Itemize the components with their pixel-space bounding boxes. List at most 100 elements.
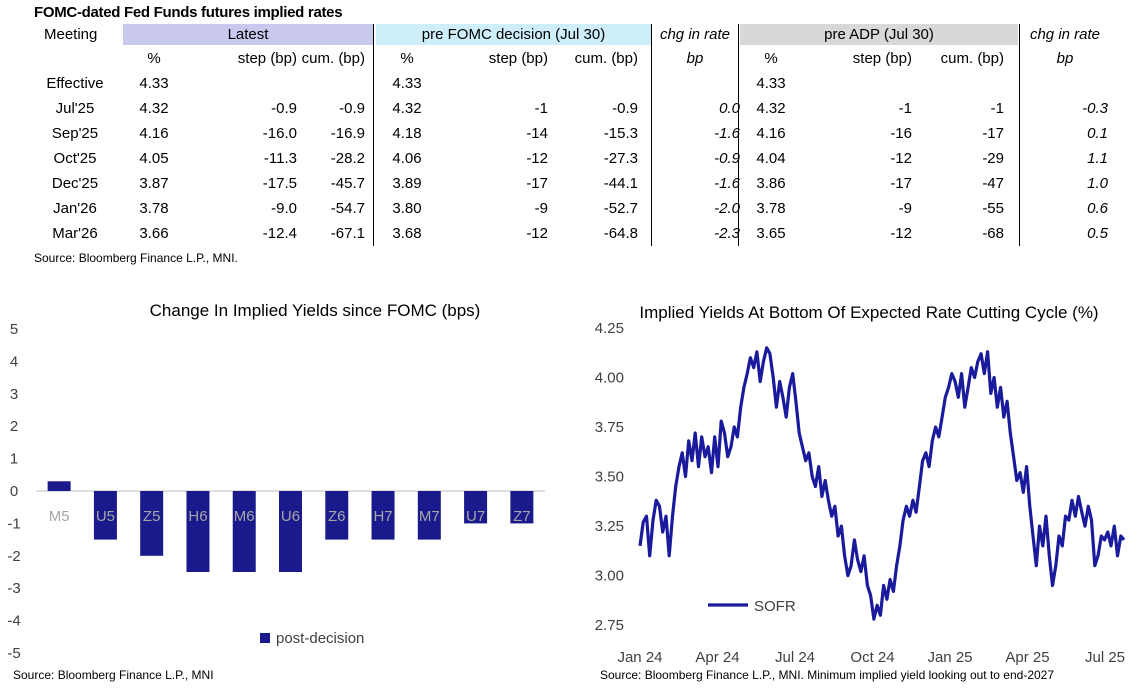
sub-header: bp	[1056, 50, 1074, 67]
y-tick-label: 3.25	[595, 518, 624, 535]
table-cell: 4.32	[139, 100, 169, 117]
table-cell: 3.86	[756, 175, 786, 192]
table-cell: -44.1	[603, 175, 638, 192]
x-tick-label: Jul 25	[1085, 649, 1125, 666]
table-cell	[438, 73, 548, 95]
rates-table: Meeting Latest pre FOMC decision (Jul 30…	[34, 24, 1110, 246]
table-cell: 0.5	[1087, 225, 1108, 242]
table-title: FOMC-dated Fed Funds futures implied rat…	[34, 4, 343, 21]
latest-header: Latest	[227, 26, 269, 43]
y-tick-label: -3	[7, 580, 20, 597]
y-tick-label: -5	[7, 645, 20, 662]
pre-adp-header-band	[740, 24, 1018, 45]
sub-header: %	[764, 50, 778, 67]
table-cell: 1.1	[1087, 150, 1108, 167]
table-cell: -16.9	[330, 125, 365, 142]
table-cell: -12	[890, 225, 912, 242]
x-category-label: H7	[373, 508, 392, 525]
table-cell: -12	[890, 150, 912, 167]
bar-chart-source-note: Source: Bloomberg Finance L.P., MNI	[13, 668, 214, 682]
chg-in-rate-header: chg in rate	[659, 26, 731, 43]
table-cell: -14	[526, 125, 548, 142]
table-cell: 4.32	[756, 100, 786, 117]
table-cell: 3.66	[139, 225, 169, 242]
legend-swatch-post-decision	[260, 633, 270, 643]
table-cell: 3.78	[756, 200, 786, 217]
table-cell	[652, 73, 740, 95]
meeting-header: Meeting	[44, 26, 98, 43]
chg-in-rate-header: chg in rate	[1029, 26, 1101, 43]
sub-header: cum. (bp)	[301, 50, 365, 67]
y-tick-label: 3.00	[595, 568, 624, 585]
table-cell: 3.68	[392, 225, 422, 242]
table-cell: 4.05	[139, 150, 169, 167]
bar-U6	[279, 491, 302, 572]
table-cell: -12	[526, 225, 548, 242]
sofr-series-line	[638, 346, 1126, 621]
table-cell: -52.7	[603, 200, 638, 217]
x-tick-label: Jan 25	[927, 649, 972, 666]
y-tick-label: 2	[10, 418, 18, 435]
bar-H6	[186, 491, 210, 572]
legend-label-sofr: SOFR	[754, 598, 796, 615]
bar-chart: Change In Implied Yields since FOMC (bps…	[7, 301, 545, 662]
table-cell: 4.16	[139, 125, 169, 142]
table-cell: 3.80	[392, 200, 422, 217]
table-cell: -47	[982, 175, 1004, 192]
table-cell: -11.3	[263, 150, 297, 167]
table-cell: -28.2	[330, 150, 365, 167]
table-cell: -64.8	[603, 225, 638, 242]
bar-Z6	[325, 491, 349, 540]
table-cell: -1.6	[714, 175, 740, 192]
x-category-label: M7	[419, 508, 440, 525]
column-divider	[1019, 24, 1020, 246]
table-cell: 3.65	[756, 225, 786, 242]
x-tick-label: Jul 24	[775, 649, 815, 666]
y-tick-label: 3.75	[595, 419, 624, 436]
table-cell: 3.87	[139, 175, 169, 192]
x-category-label: Z5	[143, 508, 161, 525]
x-category-label: H6	[188, 508, 207, 525]
table-cell: -17	[526, 175, 548, 192]
table-cell: 3.78	[139, 200, 169, 217]
bar-Z5	[140, 491, 164, 556]
table-cell: -27.3	[603, 150, 638, 167]
meeting-label: Effective	[46, 75, 104, 92]
meeting-label: Dec'25	[51, 175, 99, 192]
table-cell: 4.06	[392, 150, 422, 167]
table-cell: -1	[534, 100, 548, 117]
table-cell: -15.3	[603, 125, 638, 142]
y-tick-label: 4.00	[595, 370, 624, 387]
table-cell: -2.3	[714, 225, 740, 242]
column-divider	[651, 24, 652, 246]
sub-header: %	[147, 50, 161, 67]
x-tick-label: Apr 25	[1005, 649, 1049, 666]
table-cell	[185, 73, 297, 95]
y-tick-label: -2	[7, 548, 20, 565]
table-cell: 4.32	[392, 100, 422, 117]
bar-M6	[232, 491, 256, 572]
sub-header: step (bp)	[488, 50, 548, 67]
y-tick-label: 2.75	[595, 617, 624, 634]
bar-chart-title: Change In Implied Yields since FOMC (bps…	[150, 301, 481, 320]
line-chart: Implied Yields At Bottom Of Expected Rat…	[595, 303, 1126, 666]
x-tick-label: Apr 24	[695, 649, 739, 666]
y-tick-label: 0	[10, 483, 18, 500]
sub-header: %	[400, 50, 414, 67]
table-cell: -54.7	[330, 200, 365, 217]
table-cell: -0.9	[271, 100, 297, 117]
table-cell: -68	[982, 225, 1004, 242]
table-cell: -1.6	[714, 125, 740, 142]
table-cell: -45.7	[330, 175, 365, 192]
pre-fomc-header: pre FOMC decision (Jul 30)	[421, 26, 606, 43]
table-cell	[802, 73, 912, 95]
meeting-label: Oct'25	[53, 150, 97, 167]
table-cell	[548, 73, 638, 95]
table-source-note: Source: Bloomberg Finance L.P., MNI.	[34, 251, 238, 265]
x-category-label: U5	[96, 508, 115, 525]
table-cell: 4.04	[756, 150, 786, 167]
table-cell: -9.0	[271, 200, 297, 217]
y-tick-label: 4	[10, 353, 18, 370]
x-category-label: Z6	[328, 508, 346, 525]
table-cell: -12	[526, 150, 548, 167]
